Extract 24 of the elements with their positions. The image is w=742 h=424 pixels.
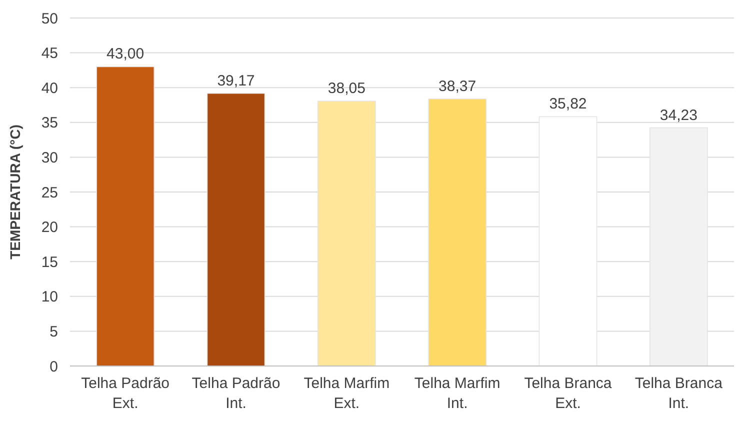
- x-tick-label: Telha Marfim Ext.: [304, 375, 390, 412]
- data-label: 43,00: [106, 46, 144, 63]
- x-tick-label: Telha Padrão Ext.: [81, 375, 170, 412]
- y-tick-label: 5: [50, 323, 58, 340]
- data-label: 34,23: [660, 106, 698, 124]
- y-tick-label: 0: [50, 358, 58, 376]
- x-tick-label: Telha Marfim Int.: [414, 375, 500, 412]
- data-label: 38,05: [328, 80, 366, 98]
- y-tick-label: 45: [41, 45, 58, 62]
- y-tick-label: 10: [41, 288, 58, 306]
- y-tick-label: 50: [41, 10, 58, 28]
- y-tick-label: 35: [41, 114, 58, 132]
- y-tick-label: 30: [41, 149, 58, 166]
- y-tick-label: 15: [41, 254, 58, 271]
- x-tick-label: Telha Branca Ext.: [524, 375, 612, 412]
- data-label: 39,17: [217, 72, 255, 90]
- y-tick-label: 20: [41, 219, 58, 236]
- y-tick-label: 25: [41, 184, 58, 202]
- data-label: 38,37: [438, 78, 476, 95]
- data-label: 35,82: [549, 96, 587, 113]
- x-tick-label: Telha Branca Int.: [634, 375, 724, 412]
- x-tick-label: Telha Padrão Int.: [192, 375, 280, 412]
- y-tick-label: 40: [41, 80, 58, 97]
- y-axis-title: TEMPERATURA (°C): [7, 124, 23, 260]
